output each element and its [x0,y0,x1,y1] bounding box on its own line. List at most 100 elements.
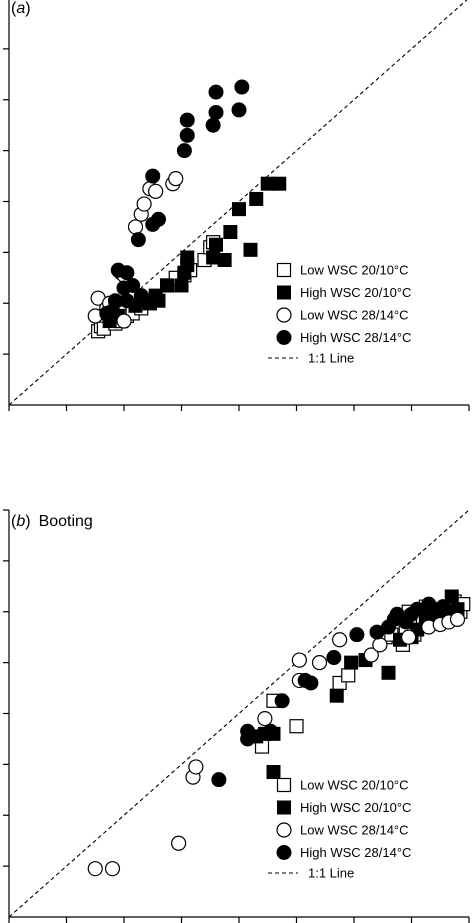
data-point [209,237,223,252]
data-point [176,143,192,159]
legend-item: Low WSC 28/14°C [276,822,409,838]
data-point [125,277,141,293]
data-point [127,219,144,235]
legend-item: High WSC 28/14°C [276,330,411,345]
legend-item: High WSC 28/14°C [276,845,411,860]
data-point [179,127,195,143]
data-point [151,293,166,308]
legend-marker [276,822,292,838]
data-point [179,112,195,128]
legend-marker [276,330,292,345]
data-point [119,293,135,309]
legend-marker [276,262,292,278]
legend-label: 1:1 Line [308,866,354,881]
legend-marker [276,845,292,860]
data-point [211,772,227,788]
legend-item-reference: 1:1 Line [268,866,354,881]
data-point [249,191,264,206]
data-point [243,242,258,257]
data-point [160,278,175,293]
legend-item: High WSC 20/10°C [277,285,411,300]
data-point [272,176,287,191]
data-point [240,731,256,747]
data-point [136,196,152,212]
panel-b: (b) Booting Low WSC 20/10°C High WSC 20/10°… [3,509,471,923]
data-point [344,655,359,670]
data-point [231,102,247,118]
data-point [188,759,204,775]
data-point [145,168,161,184]
data-point [381,665,396,680]
data-point [168,171,184,187]
data-point [148,183,164,199]
data-point [208,84,224,100]
data-point [289,719,304,734]
legend-marker [277,285,291,300]
legend-marker [276,777,292,793]
data-point [87,861,103,877]
data-point [180,250,195,265]
data-point [217,253,232,268]
data-point [232,202,246,217]
data-point [274,693,290,709]
legend-marker [276,307,292,323]
data-point [332,632,348,648]
legend-label: High WSC 28/14°C [300,330,411,345]
data-point [401,629,417,645]
data-point [311,655,328,671]
legend-label: Low WSC 28/14°C [300,308,409,323]
legend-item: Low WSC 20/10°C [276,777,409,793]
panel-label: (b) Booting [11,513,93,530]
data-point [341,668,356,683]
legend-item: High WSC 20/10°C [277,800,411,815]
legend-label: Low WSC 20/10°C [300,778,409,793]
panel-letter: b [16,513,25,530]
panel-name: Booting [39,513,93,530]
legend-label: High WSC 28/14°C [300,845,411,860]
series-filled-circle [211,596,451,788]
data-point [119,265,135,281]
legend: Low WSC 20/10°C High WSC 20/10°C Low WSC 2… [268,263,411,366]
data-point [372,637,388,653]
data-point [263,723,279,739]
data-point [266,765,281,780]
data-point [349,627,365,643]
data-point [449,611,466,627]
panel-label: (a) [11,0,31,17]
data-point [329,688,344,703]
data-point [171,835,187,851]
data-point [116,313,132,329]
data-point [234,79,250,95]
legend-item: Low WSC 20/10°C [276,262,409,278]
data-point [130,232,146,248]
series-filled-circle [99,79,250,321]
data-point [205,117,221,133]
legend-label: Low WSC 20/10°C [300,263,409,278]
legend-item-reference: 1:1 Line [268,351,354,366]
one-to-one-line [8,0,468,406]
series-filled-square [102,176,287,329]
legend-label: Low WSC 28/14°C [300,823,409,838]
data-point [174,278,189,293]
data-point [363,647,379,663]
one-to-one-line [8,509,470,918]
data-point [303,675,319,691]
data-point [133,288,149,304]
legend-label: High WSC 20/10°C [300,285,411,300]
legend-item: Low WSC 28/14°C [276,307,409,323]
legend-label: 1:1 Line [308,351,354,366]
data-point [208,104,224,120]
data-point [151,211,166,227]
data-point [326,650,342,666]
data-point [104,861,121,877]
panel-letter: a [16,0,25,17]
data-point [223,225,238,240]
data-point [257,710,273,727]
legend: Low WSC 20/10°C High WSC 20/10°C Low WSC 2… [268,778,411,881]
legend-label: High WSC 20/10°C [300,800,411,815]
data-point [291,652,307,668]
legend-marker [277,800,291,815]
data-point [435,599,451,615]
